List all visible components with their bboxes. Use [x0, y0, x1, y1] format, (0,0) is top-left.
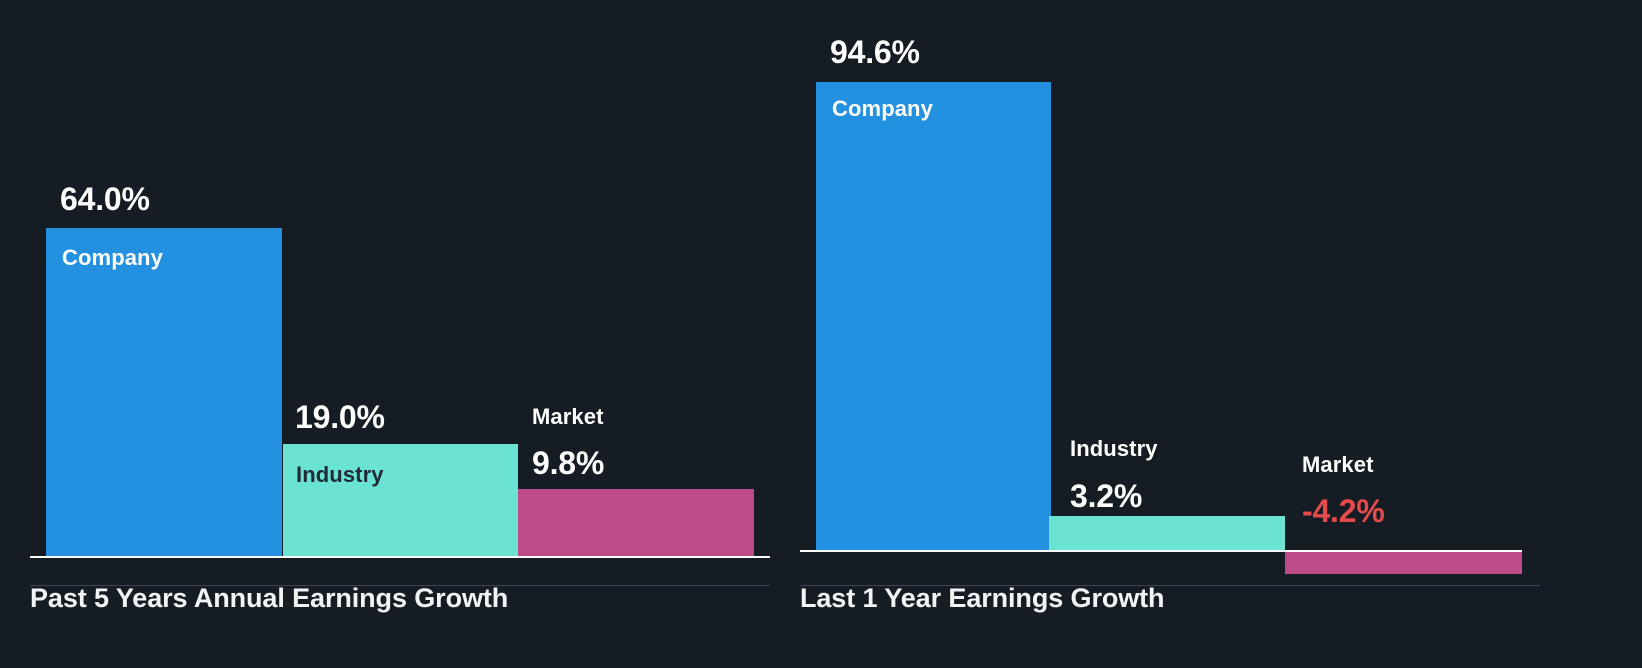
bar-value-industry-past5y: 19.0%	[295, 399, 385, 435]
baseline-axis-left	[30, 556, 770, 558]
bar-market-past5y[interactable]	[518, 489, 754, 556]
bar-company-last1y[interactable]	[816, 82, 1051, 550]
bar-company-past5y[interactable]	[46, 228, 282, 556]
bar-value-industry-last1y: 3.2%	[1070, 478, 1143, 514]
title-divider-left	[30, 585, 770, 586]
bar-market-last1y[interactable]	[1285, 552, 1522, 574]
chart-panel-last-1-year: 94.6% Company Industry 3.2% Market -4.2%…	[800, 0, 1642, 668]
bar-label-industry-past5y: Industry	[296, 462, 384, 487]
bar-label-company-past5y: Company	[62, 245, 163, 270]
plot-area-left: 64.0% Company 19.0% Industry Market 9.8%	[0, 0, 800, 668]
bar-label-industry-last1y: Industry	[1070, 436, 1158, 461]
bar-value-company-past5y: 64.0%	[60, 181, 150, 217]
chart-panel-past-5-years: 64.0% Company 19.0% Industry Market 9.8%…	[0, 0, 800, 668]
chart-title-last-1-year: Last 1 Year Earnings Growth	[800, 583, 1165, 613]
bar-label-market-past5y: Market	[532, 404, 604, 429]
bar-industry-past5y[interactable]	[283, 444, 518, 556]
bar-value-market-last1y: -4.2%	[1302, 493, 1385, 529]
bar-value-company-last1y: 94.6%	[830, 34, 920, 70]
title-divider-right	[800, 585, 1540, 586]
bar-label-market-last1y: Market	[1302, 452, 1374, 477]
bar-label-company-last1y: Company	[832, 96, 933, 121]
baseline-axis-right	[800, 550, 1522, 552]
bar-value-market-past5y: 9.8%	[532, 445, 605, 481]
plot-area-right: 94.6% Company Industry 3.2% Market -4.2%	[800, 0, 1642, 668]
bar-industry-last1y[interactable]	[1049, 516, 1285, 550]
chart-title-past-5-years: Past 5 Years Annual Earnings Growth	[30, 583, 509, 613]
